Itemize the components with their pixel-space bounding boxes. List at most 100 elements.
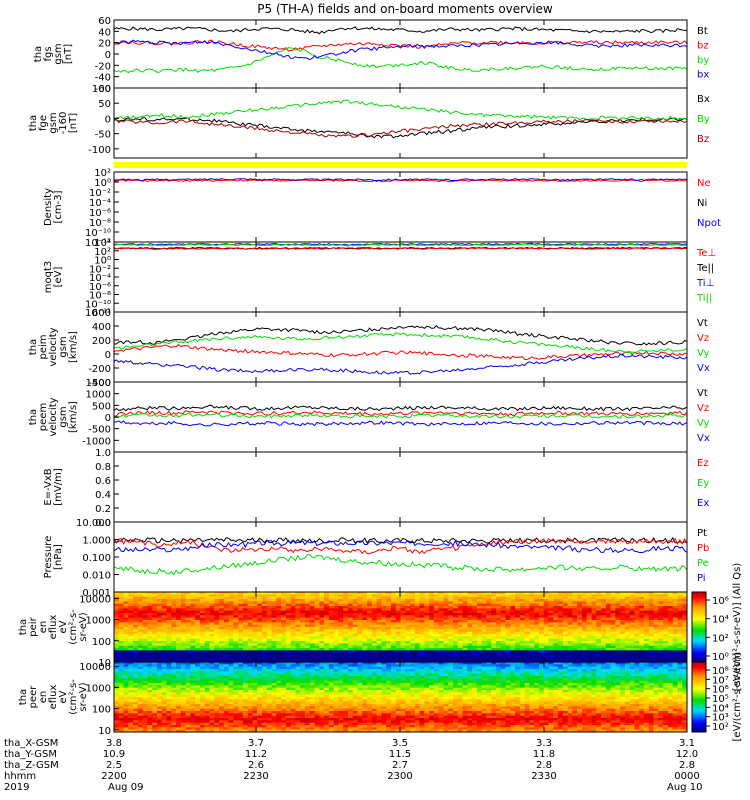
spectrogram-cell [448,599,454,602]
spectrogram-cell [123,687,129,691]
spectrogram-cell [601,655,607,658]
spectrogram-cell [629,631,635,635]
spectrogram-cell [505,599,511,602]
spectrogram-cell [161,613,167,616]
spectrogram-cell [176,617,182,621]
spectrogram-cell [257,690,263,693]
spectrogram-cell [562,627,569,630]
spectrogram-cell [219,697,225,700]
spectrogram-cell [414,624,421,628]
spectrogram-cell [199,629,206,633]
spectrogram-cell [553,659,559,663]
spectrogram-cell [400,624,406,628]
spectrogram-cell [433,634,440,637]
spectrogram-cell [209,704,215,707]
spectrogram-cell [147,669,153,672]
spectrogram-cell [634,594,640,598]
spectrogram-cell [156,701,163,705]
spectrogram-cell [558,603,564,607]
spectrogram-cell [553,601,559,605]
legend-Vz: Vz [697,403,709,414]
spectrogram-cell [476,592,483,595]
spectrogram-cell [195,596,201,600]
spectrogram-cell [238,636,244,640]
spectrogram-cell [257,627,263,630]
spectrogram-cell [156,704,163,707]
spectrogram-cell [223,655,229,658]
spectrogram-cell [443,652,449,656]
spectrogram-cell [376,634,382,637]
spectrogram-cell [242,601,249,605]
spectrogram-cell [410,603,416,607]
spectrogram-cell [285,657,292,661]
spectrogram-cell [515,631,521,635]
spectrogram-cell [214,596,220,600]
spectrogram-cell [496,603,502,607]
spectrogram-cell [152,636,158,640]
spectrogram-cell [629,617,635,621]
spectrogram-cell [209,634,215,637]
spectrogram-column [142,592,148,663]
spectrogram-cell [114,687,120,691]
y-axis-label: gsm [58,336,69,357]
y-axis-label: Density [43,188,54,226]
spectrogram-cell [166,697,172,700]
spectrogram-cell [281,599,287,602]
spectrogram-cell [472,652,478,656]
spectrogram-cell [529,636,535,640]
spectrogram-cell [410,599,416,602]
spectrogram-cell [620,615,626,619]
spectrogram-cell [405,608,411,612]
legend-Te⊥: Te⊥ [696,248,716,259]
spectrogram-cell [238,594,244,598]
legend-Ti⊥: Ti⊥ [696,278,714,289]
spectrogram-cell [156,706,163,710]
spectrogram-cell [601,657,607,661]
spectrogram-cell [328,643,335,647]
spectrogram-cell [176,634,182,637]
spectrogram-cell [123,659,129,663]
spectrogram-cell [166,729,172,733]
spectrogram-cell [247,643,253,647]
spectrogram-cell [238,711,244,714]
spectrogram-cell [500,643,506,647]
spectrogram-cell [538,636,545,640]
spectrogram-cell [171,694,177,698]
spectrogram-cell [577,659,583,663]
spectrogram-cell [605,638,612,642]
spectrogram-cell [457,657,463,661]
spectrogram-cell [457,641,463,644]
spectrogram-cell [257,694,263,698]
spectrogram-cell [586,631,592,635]
spectrogram-cell [591,631,597,635]
spectrogram-cell [152,666,158,670]
spectrogram-cell [233,704,239,707]
spectrogram-cell [343,650,349,654]
spectrogram-cell [276,652,282,656]
spectrogram-cell [534,615,540,619]
spectrogram-cell [338,610,344,614]
spectrogram-cell [300,652,306,656]
spectrogram-cell [214,629,220,633]
spectrogram-cell [562,592,569,595]
spectrogram-cell [405,636,411,640]
spectrogram-cell [324,606,330,609]
spectrogram-cell [185,694,191,698]
spectrogram-cell [634,620,640,623]
spectrogram-cell [433,599,440,602]
spectrogram-cell [190,680,196,684]
spectrogram-cell [195,683,201,686]
spectrogram-cell [386,627,392,630]
spectrogram-cell [672,645,678,649]
spectrogram-cell [553,638,559,642]
spectrogram-cell [486,608,492,612]
spectrogram-cell [252,638,258,642]
spectrogram-cell [199,694,206,698]
spectrogram-cell [352,606,358,609]
spectrogram-cell [219,636,225,640]
spectrogram-cell [180,690,187,693]
spectrogram-cell [219,592,225,595]
spectrogram-cell [529,629,535,633]
spectrogram-cell [672,613,678,616]
